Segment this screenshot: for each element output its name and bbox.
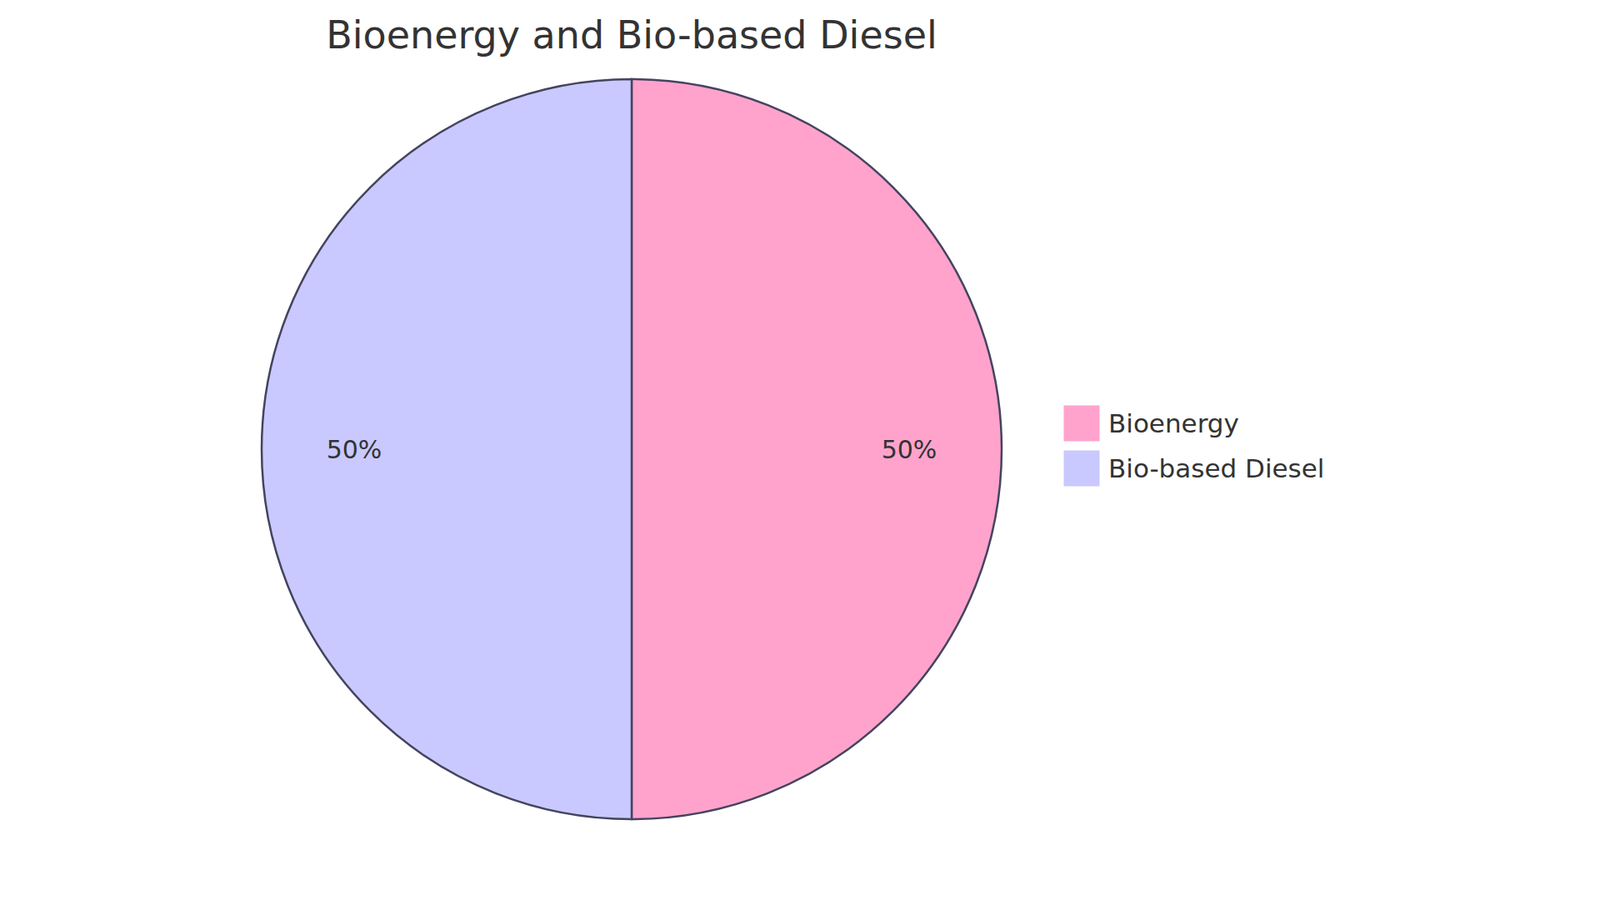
- legend-swatch: [1063, 405, 1100, 442]
- pie-slice: [261, 79, 632, 820]
- pie: 50% 50%: [261, 79, 1002, 820]
- data-label: 50%: [881, 435, 938, 465]
- legend: Bioenergy Bio-based Diesel: [1063, 405, 1325, 487]
- title: Bioenergy and Bio-based Diesel: [325, 12, 938, 58]
- chart: Bioenergy and Bio-based Diesel 50% 50% Bioe…: [0, 0, 1600, 900]
- legend-label: Bioenergy: [1108, 408, 1240, 439]
- legend-label: Bio-based Diesel: [1108, 453, 1325, 484]
- pie-slice: [631, 79, 1002, 820]
- legend-swatch: [1063, 450, 1100, 487]
- data-label: 50%: [326, 435, 383, 465]
